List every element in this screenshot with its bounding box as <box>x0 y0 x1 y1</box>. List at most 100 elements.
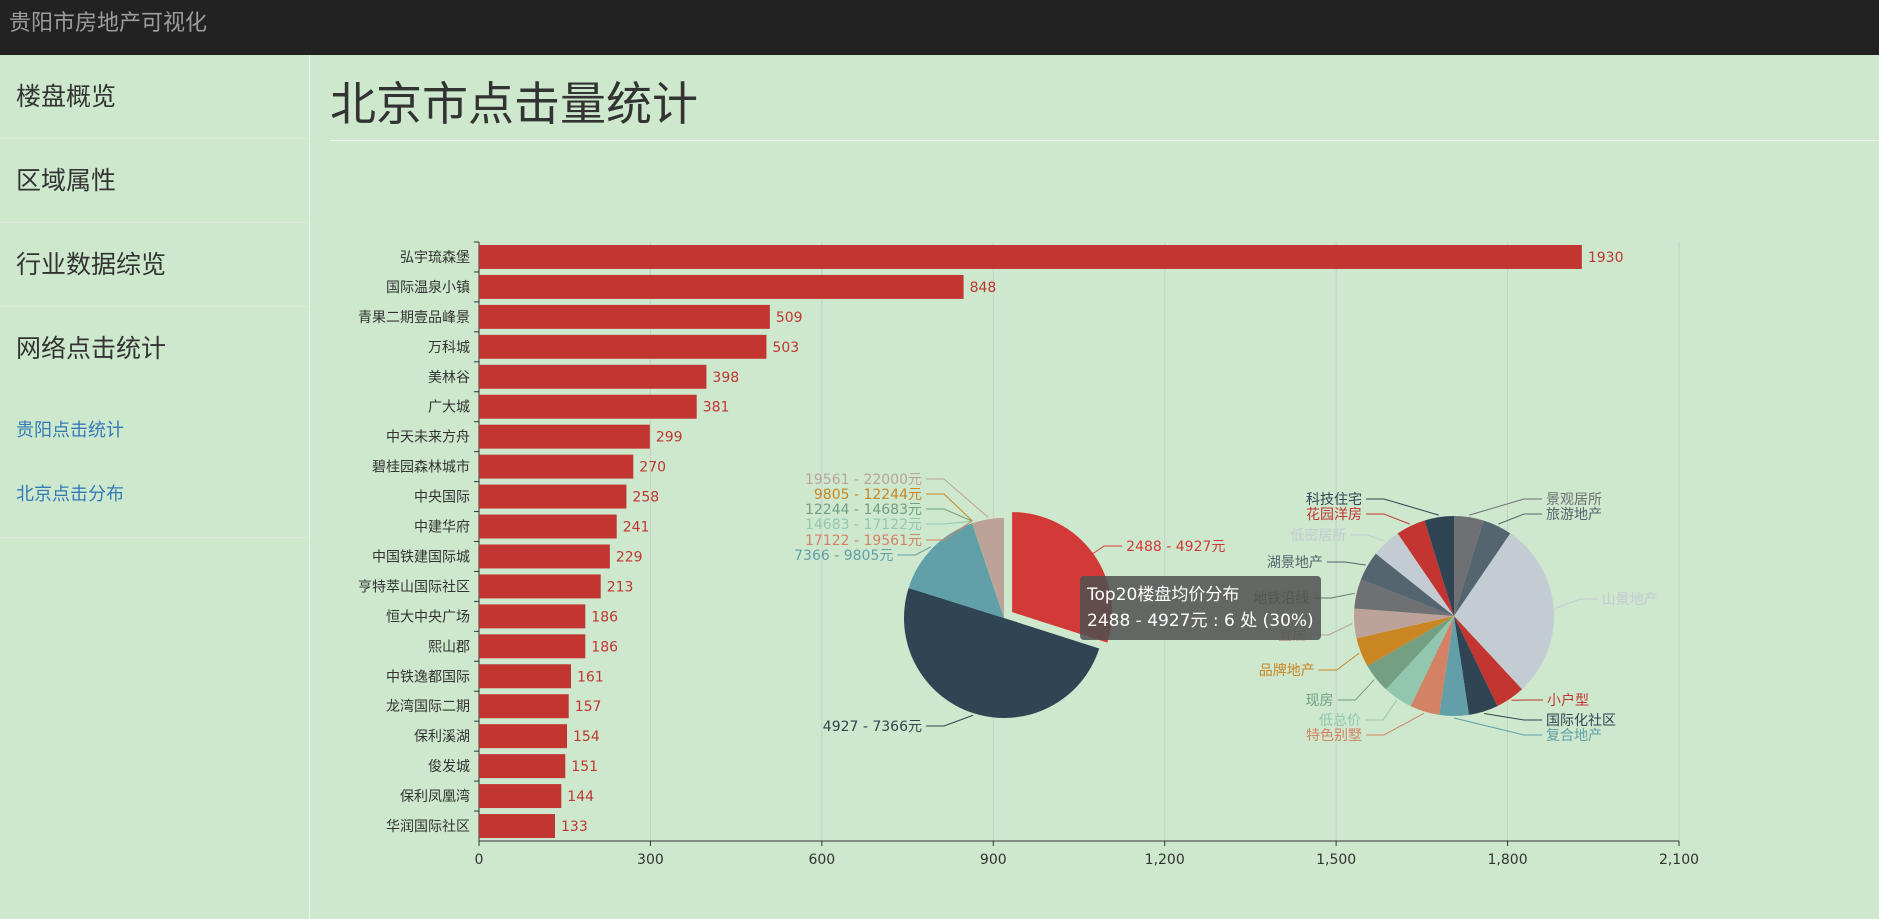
pie-label: 12244 - 14683元 <box>805 502 922 518</box>
pie-slice <box>1360 553 1454 616</box>
y-tick-label: 中铁逸都国际 <box>386 669 470 685</box>
sidebar-item-overview[interactable]: 楼盘概览 <box>0 55 309 139</box>
pie-slice <box>908 523 1004 618</box>
bar <box>479 724 567 749</box>
page-title: 北京市点击量统计 <box>330 77 698 131</box>
pie-label: 低总价 <box>1319 713 1361 729</box>
y-tick-label: 俊发城 <box>428 759 470 775</box>
bar <box>479 514 617 539</box>
bar-value-label: 509 <box>776 310 803 326</box>
bar <box>479 814 555 839</box>
sidebar-item-region[interactable]: 区域属性 <box>0 139 309 223</box>
pie-leader-line <box>1366 498 1439 516</box>
pie-label: 特色别墅 <box>1306 727 1362 744</box>
pie-label: 17122 - 19561元 <box>805 533 922 549</box>
pie-leader-line <box>1350 534 1385 542</box>
bar <box>479 784 562 809</box>
x-tick-label: 2,100 <box>1659 852 1699 868</box>
bar-value-label: 154 <box>573 729 600 745</box>
bar <box>479 394 697 419</box>
x-tick-label: 1,200 <box>1145 852 1185 868</box>
bar <box>479 454 634 479</box>
x-tick-label: 0 <box>475 852 484 868</box>
y-tick-label: 弘宇琉森堡 <box>400 250 470 266</box>
pie-slice <box>1354 608 1454 639</box>
pie-slice <box>1356 616 1454 666</box>
y-tick-label: 恒大中央广场 <box>386 609 470 625</box>
pie-leader-line <box>1365 699 1397 721</box>
pie-label: 景观居所 <box>1546 492 1602 508</box>
bar-value-label: 241 <box>623 520 650 536</box>
pie-leader-line <box>1366 513 1410 525</box>
x-tick-label: 300 <box>637 852 664 868</box>
bar <box>479 694 569 719</box>
sidebar-subitem-beijing[interactable]: 北京点击分布 <box>16 484 124 505</box>
pie-label: 国际化社区 <box>1546 713 1616 729</box>
pie-label: 山景地产 <box>1602 592 1658 608</box>
tooltip-body: 2488 - 4927元 : 6 处 (30%) <box>1087 611 1314 631</box>
pie-slice <box>1424 516 1454 616</box>
pie-label: 品牌地产 <box>1259 662 1315 679</box>
pie-slice <box>972 522 1004 618</box>
x-tick-label: 1,800 <box>1488 852 1528 868</box>
pie-leader-line <box>1498 513 1542 525</box>
pie-slice <box>1367 616 1454 690</box>
pie-slice <box>1454 616 1498 715</box>
bar <box>479 754 566 779</box>
pie-slice <box>973 518 1004 618</box>
pie-leader-line <box>926 478 989 518</box>
bar-value-label: 151 <box>571 759 598 775</box>
y-tick-label: 龙湾国际二期 <box>386 698 470 715</box>
bar-value-label: 161 <box>577 669 604 685</box>
pie-slice <box>1410 616 1454 715</box>
pie-slice <box>1397 520 1454 616</box>
y-tick-label: 万科城 <box>428 340 470 356</box>
y-tick-label: 亨特萃山国际社区 <box>358 578 470 595</box>
pie-leader-line <box>1318 652 1360 671</box>
bar-value-label: 270 <box>639 460 666 476</box>
bar-value-label: 381 <box>703 400 730 416</box>
brand-title[interactable]: 贵阳市房地产可视化 <box>9 11 208 36</box>
y-tick-label: 中建华府 <box>414 520 470 536</box>
pie-label: 19561 - 22000元 <box>805 472 922 488</box>
pie-slice <box>1454 520 1511 616</box>
pie-leader-line <box>1326 561 1366 566</box>
pie-slice <box>1454 533 1554 690</box>
chart-tooltip: Top20楼盘均价分布 2488 - 4927元 : 6 处 (30%) <box>1080 576 1321 640</box>
bar <box>479 424 650 449</box>
bar <box>479 604 586 629</box>
pie-label: 旅游地产 <box>1546 507 1602 523</box>
bar <box>479 484 627 509</box>
pie-leader-line <box>1555 598 1598 609</box>
y-tick-label: 青果二期壹品峰景 <box>358 310 470 326</box>
pie-label: 现房 <box>1305 693 1333 709</box>
y-tick-label: 中央国际 <box>414 490 470 506</box>
x-tick-label: 600 <box>808 852 835 868</box>
pie-label: 复合地产 <box>1546 727 1602 744</box>
pie-slice <box>1354 579 1454 616</box>
y-tick-label: 国际温泉小镇 <box>386 279 470 296</box>
bar <box>479 334 767 359</box>
bar-value-label: 133 <box>561 819 588 835</box>
bar-value-label: 398 <box>712 370 739 386</box>
pie-leader-line <box>1469 498 1542 516</box>
bar <box>479 664 571 689</box>
pie-label: 花园洋房 <box>1306 507 1362 523</box>
bar-value-label: 503 <box>772 340 799 356</box>
pie-slice <box>972 522 1004 618</box>
sidebar-item-industry[interactable]: 行业数据综览 <box>0 223 309 307</box>
pie-slice <box>1454 516 1484 616</box>
title-divider <box>330 140 1879 141</box>
y-tick-label: 中天未来方舟 <box>386 430 470 446</box>
pie-leader-line <box>926 493 973 522</box>
pie-leader-line <box>897 546 932 556</box>
sidebar: 楼盘概览 区域属性 行业数据综览 网络点击统计 贵阳点击统计 北京点击分布 <box>0 55 310 919</box>
y-tick-label: 广大城 <box>428 400 470 416</box>
sidebar-subitem-guiyang[interactable]: 贵阳点击统计 <box>16 420 124 441</box>
sidebar-item-clicks[interactable]: 网络点击统计 <box>16 334 167 363</box>
x-tick-label: 1,500 <box>1316 852 1356 868</box>
pie-label: 低密居所 <box>1290 527 1346 544</box>
bar-value-label: 258 <box>632 490 659 506</box>
bar <box>479 304 770 329</box>
